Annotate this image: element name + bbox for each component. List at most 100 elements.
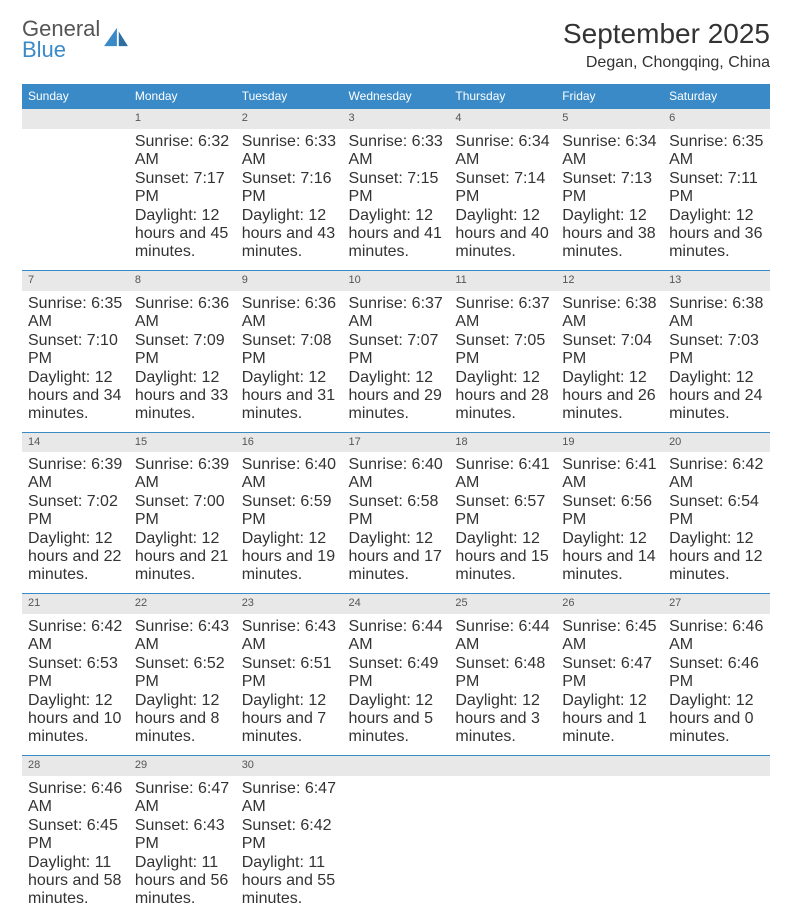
day-number: 2 bbox=[236, 109, 343, 129]
daynum-row: 14151617181920 bbox=[22, 432, 770, 452]
daylight-text: Daylight: 12 hours and 12 minutes. bbox=[669, 530, 764, 584]
day-number: 23 bbox=[236, 594, 343, 614]
sunset-text: Sunset: 6:59 PM bbox=[242, 493, 337, 529]
daynum-row: 282930 bbox=[22, 756, 770, 776]
sunrise-text: Sunrise: 6:34 AM bbox=[455, 133, 550, 169]
sunrise-text: Sunrise: 6:47 AM bbox=[135, 780, 230, 816]
day-number: 10 bbox=[343, 270, 450, 290]
daylight-text: Daylight: 12 hours and 41 minutes. bbox=[349, 207, 444, 261]
sunrise-text: Sunrise: 6:40 AM bbox=[242, 456, 337, 492]
sunrise-text: Sunrise: 6:33 AM bbox=[242, 133, 337, 169]
day-cell bbox=[449, 776, 556, 917]
daylight-text: Daylight: 12 hours and 43 minutes. bbox=[242, 207, 337, 261]
daylight-text: Daylight: 12 hours and 33 minutes. bbox=[135, 369, 230, 423]
day-cell: Sunrise: 6:32 AMSunset: 7:17 PMDaylight:… bbox=[129, 129, 236, 271]
daylight-text: Daylight: 12 hours and 5 minutes. bbox=[349, 692, 444, 746]
day-cell: Sunrise: 6:46 AMSunset: 6:45 PMDaylight:… bbox=[22, 776, 129, 917]
sunset-text: Sunset: 6:43 PM bbox=[135, 817, 230, 853]
sunrise-text: Sunrise: 6:35 AM bbox=[669, 133, 764, 169]
day-cell: Sunrise: 6:35 AMSunset: 7:10 PMDaylight:… bbox=[22, 291, 129, 433]
daylight-text: Daylight: 12 hours and 29 minutes. bbox=[349, 369, 444, 423]
sunrise-text: Sunrise: 6:32 AM bbox=[135, 133, 230, 169]
sunset-text: Sunset: 6:58 PM bbox=[349, 493, 444, 529]
sunset-text: Sunset: 6:52 PM bbox=[135, 655, 230, 691]
day-number bbox=[556, 756, 663, 776]
day-number: 15 bbox=[129, 432, 236, 452]
day-cell: Sunrise: 6:41 AMSunset: 6:57 PMDaylight:… bbox=[449, 452, 556, 594]
day-number: 30 bbox=[236, 756, 343, 776]
day-number bbox=[663, 756, 770, 776]
daylight-text: Daylight: 12 hours and 45 minutes. bbox=[135, 207, 230, 261]
day-cell: Sunrise: 6:39 AMSunset: 7:02 PMDaylight:… bbox=[22, 452, 129, 594]
sunset-text: Sunset: 6:49 PM bbox=[349, 655, 444, 691]
day-number: 14 bbox=[22, 432, 129, 452]
dayname-wednesday: Wednesday bbox=[343, 84, 450, 109]
day-cell: Sunrise: 6:46 AMSunset: 6:46 PMDaylight:… bbox=[663, 614, 770, 756]
day-number: 4 bbox=[449, 109, 556, 129]
daylight-text: Daylight: 12 hours and 38 minutes. bbox=[562, 207, 657, 261]
sunrise-text: Sunrise: 6:33 AM bbox=[349, 133, 444, 169]
sunrise-text: Sunrise: 6:36 AM bbox=[242, 295, 337, 331]
day-number: 28 bbox=[22, 756, 129, 776]
daylight-text: Daylight: 12 hours and 40 minutes. bbox=[455, 207, 550, 261]
sunrise-text: Sunrise: 6:44 AM bbox=[455, 618, 550, 654]
sunset-text: Sunset: 7:15 PM bbox=[349, 170, 444, 206]
calendar-table: Sunday Monday Tuesday Wednesday Thursday… bbox=[22, 84, 770, 917]
day-cell: Sunrise: 6:35 AMSunset: 7:11 PMDaylight:… bbox=[663, 129, 770, 271]
sunset-text: Sunset: 6:56 PM bbox=[562, 493, 657, 529]
dayname-sunday: Sunday bbox=[22, 84, 129, 109]
day-number: 25 bbox=[449, 594, 556, 614]
day-header-row: Sunday Monday Tuesday Wednesday Thursday… bbox=[22, 84, 770, 109]
sunset-text: Sunset: 7:17 PM bbox=[135, 170, 230, 206]
sunset-text: Sunset: 7:03 PM bbox=[669, 332, 764, 368]
day-number bbox=[449, 756, 556, 776]
daylight-text: Daylight: 12 hours and 14 minutes. bbox=[562, 530, 657, 584]
daylight-text: Daylight: 12 hours and 10 minutes. bbox=[28, 692, 123, 746]
data-row: Sunrise: 6:35 AMSunset: 7:10 PMDaylight:… bbox=[22, 291, 770, 433]
sunset-text: Sunset: 7:05 PM bbox=[455, 332, 550, 368]
sunset-text: Sunset: 6:45 PM bbox=[28, 817, 123, 853]
daylight-text: Daylight: 12 hours and 36 minutes. bbox=[669, 207, 764, 261]
data-row: Sunrise: 6:46 AMSunset: 6:45 PMDaylight:… bbox=[22, 776, 770, 917]
day-cell: Sunrise: 6:36 AMSunset: 7:08 PMDaylight:… bbox=[236, 291, 343, 433]
sunrise-text: Sunrise: 6:38 AM bbox=[669, 295, 764, 331]
day-number: 26 bbox=[556, 594, 663, 614]
day-cell: Sunrise: 6:45 AMSunset: 6:47 PMDaylight:… bbox=[556, 614, 663, 756]
sunrise-text: Sunrise: 6:37 AM bbox=[349, 295, 444, 331]
dayname-tuesday: Tuesday bbox=[236, 84, 343, 109]
day-cell: Sunrise: 6:34 AMSunset: 7:13 PMDaylight:… bbox=[556, 129, 663, 271]
sunset-text: Sunset: 7:02 PM bbox=[28, 493, 123, 529]
sunset-text: Sunset: 6:54 PM bbox=[669, 493, 764, 529]
day-number: 21 bbox=[22, 594, 129, 614]
day-number: 18 bbox=[449, 432, 556, 452]
daylight-text: Daylight: 12 hours and 17 minutes. bbox=[349, 530, 444, 584]
daylight-text: Daylight: 12 hours and 15 minutes. bbox=[455, 530, 550, 584]
daynum-row: 78910111213 bbox=[22, 270, 770, 290]
sunrise-text: Sunrise: 6:35 AM bbox=[28, 295, 123, 331]
daylight-text: Daylight: 11 hours and 58 minutes. bbox=[28, 854, 123, 908]
day-cell: Sunrise: 6:37 AMSunset: 7:07 PMDaylight:… bbox=[343, 291, 450, 433]
daylight-text: Daylight: 12 hours and 1 minute. bbox=[562, 692, 657, 746]
day-number: 7 bbox=[22, 270, 129, 290]
sunrise-text: Sunrise: 6:46 AM bbox=[28, 780, 123, 816]
day-number: 3 bbox=[343, 109, 450, 129]
day-number: 27 bbox=[663, 594, 770, 614]
title-block: September 2025 Degan, Chongqing, China bbox=[563, 18, 770, 72]
data-row: Sunrise: 6:32 AMSunset: 7:17 PMDaylight:… bbox=[22, 129, 770, 271]
dayname-saturday: Saturday bbox=[663, 84, 770, 109]
sunrise-text: Sunrise: 6:36 AM bbox=[135, 295, 230, 331]
daylight-text: Daylight: 11 hours and 55 minutes. bbox=[242, 854, 337, 908]
sunset-text: Sunset: 6:46 PM bbox=[669, 655, 764, 691]
day-number: 20 bbox=[663, 432, 770, 452]
daynum-row: 123456 bbox=[22, 109, 770, 129]
day-number: 1 bbox=[129, 109, 236, 129]
day-cell: Sunrise: 6:36 AMSunset: 7:09 PMDaylight:… bbox=[129, 291, 236, 433]
day-cell bbox=[663, 776, 770, 917]
data-row: Sunrise: 6:42 AMSunset: 6:53 PMDaylight:… bbox=[22, 614, 770, 756]
day-number: 5 bbox=[556, 109, 663, 129]
daylight-text: Daylight: 12 hours and 3 minutes. bbox=[455, 692, 550, 746]
day-number: 29 bbox=[129, 756, 236, 776]
day-cell bbox=[556, 776, 663, 917]
logo-word2: Blue bbox=[22, 39, 100, 61]
sunset-text: Sunset: 7:09 PM bbox=[135, 332, 230, 368]
